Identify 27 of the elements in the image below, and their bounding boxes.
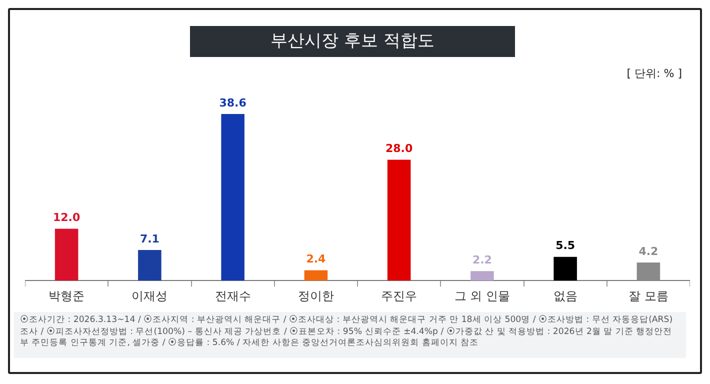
data-label: 4.2 xyxy=(638,244,658,258)
bar xyxy=(138,250,162,281)
data-label: 2.2 xyxy=(472,253,492,266)
x-tick-label: 정이한 xyxy=(298,288,334,303)
x-tick-label: 그 외 인물 xyxy=(454,288,510,303)
data-label: 7.1 xyxy=(140,232,160,246)
text: [ 단위: % ] xyxy=(626,66,682,81)
x-tick-label: 주진우 xyxy=(381,288,418,303)
bar xyxy=(387,160,411,281)
data-label: 2.4 xyxy=(306,252,326,266)
bar xyxy=(304,270,328,281)
x-tick-label: 잘 모름 xyxy=(628,288,668,303)
bar xyxy=(221,114,244,281)
data-label: 28.0 xyxy=(385,142,413,156)
bar xyxy=(554,256,577,281)
x-tick-label: 박형준 xyxy=(48,288,85,303)
x-tick-label: 없음 xyxy=(553,288,578,303)
data-label: 5.5 xyxy=(556,239,576,252)
data-label: 38.6 xyxy=(219,96,247,110)
text: ⦿조사기간 : 2026.3.13~14 / ⦿조사지역 : 부산광역시 해운대구 / ⦿조사대상 : 부산광역시 해운대구 거주 만 18세 이상 500명 / ⦿조사방법 : 무선 자동응답(ARS) 조사 / ⦿피조사자선정방법 : 무선(100%) – 통신사 제공 가상번호 / ⦿표본오차 : 95% 신뢰수준 ±4.4%p / ⦿가중값 산 및 적용방법 : 2026년 2월 말 기준 행정안전부 주민등록 인구통계 기준, 셀가중 / ⦿응답률 : 5.6% / 자세한 사항은 중앙선거여론조사심의위원회 홈페이지 참조 xyxy=(14,312,686,358)
bar xyxy=(470,271,494,281)
x-tick-label: 이재성 xyxy=(132,288,168,303)
data-label: 12.0 xyxy=(52,211,80,224)
x-tick-label: 전재수 xyxy=(214,288,251,303)
chart-title: 부산시장 후보 적합도 xyxy=(190,26,515,57)
bar xyxy=(54,228,78,281)
bar xyxy=(636,262,660,281)
